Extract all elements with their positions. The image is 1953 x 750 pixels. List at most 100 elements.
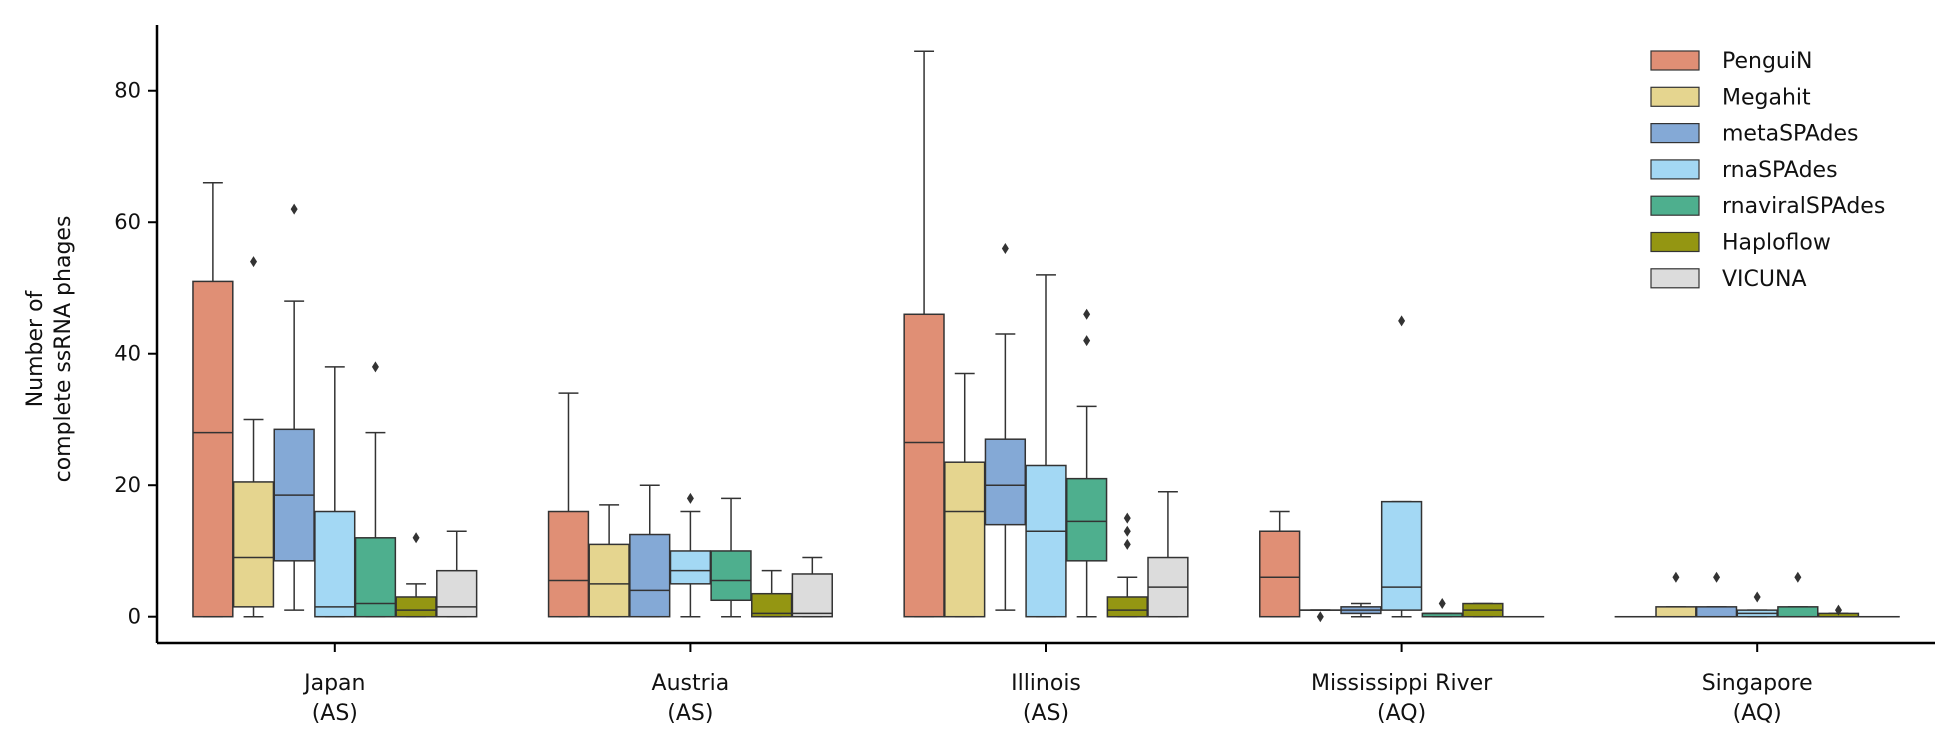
y-tick-label: 0	[128, 605, 141, 629]
box-iqr	[1655, 606, 1697, 618]
outlier-point	[1672, 571, 1680, 583]
box-rnaviralSPAdes-1	[710, 497, 752, 618]
x-tick-sublabel: (AQ)	[1733, 701, 1782, 726]
legend-item: Haploflow	[1650, 231, 1831, 256]
box-iqr	[791, 573, 833, 618]
box-iqr	[588, 543, 630, 618]
legend-item: metaSPAdes	[1650, 122, 1859, 147]
box-iqr	[1380, 500, 1423, 611]
legend-swatch	[1650, 268, 1700, 289]
box-iqr	[751, 592, 793, 618]
box-Megahit-2	[944, 372, 986, 618]
box-rnaviralSPAdes-0	[354, 361, 397, 618]
outlier-point	[250, 256, 258, 268]
outlier-point	[1753, 591, 1761, 603]
legend-label: PenguiN	[1722, 49, 1812, 74]
box-iqr	[984, 438, 1027, 526]
box-rnaSPAdes-0	[314, 366, 356, 618]
box-iqr	[629, 533, 671, 618]
legend-label: rnaviralSPAdes	[1722, 194, 1885, 219]
box-iqr	[1065, 477, 1108, 562]
box-iqr	[395, 596, 437, 618]
outlier-point	[1083, 308, 1091, 320]
y-axis-label-line: complete ssRNA phages	[51, 216, 76, 483]
x-tick-sublabel: (AS)	[312, 701, 358, 726]
legend-item: Megahit	[1650, 85, 1811, 110]
outlier-point	[1316, 611, 1324, 623]
box-Haploflow-2	[1106, 512, 1148, 618]
legend-swatch	[1650, 122, 1700, 144]
x-tick-label: Mississippi River	[1311, 671, 1493, 696]
x-tick-sublabel: (AS)	[667, 701, 713, 726]
box-VICUNA-0	[436, 530, 478, 618]
y-tick-label: 20	[114, 473, 141, 497]
legend: PenguiN Megahit metaSPAdes rnaSPAdes rnavira…	[1650, 49, 1885, 292]
box-rnaviralSPAdes-3	[1421, 598, 1463, 618]
box-metaSPAdes-3	[1340, 602, 1382, 618]
legend-label: VICUNA	[1722, 267, 1807, 292]
y-axis-label: Number of complete ssRNA phages	[23, 216, 76, 483]
box-rnaviralSPAdes-2	[1065, 308, 1108, 618]
box-rnaviralSPAdes-4	[1777, 571, 1819, 618]
legend-label: Haploflow	[1722, 231, 1831, 256]
box-iqr	[1695, 606, 1738, 618]
box-iqr	[232, 481, 275, 608]
outlier-point	[686, 492, 694, 504]
outlier-point	[371, 361, 379, 373]
box-metaSPAdes-2	[984, 243, 1027, 611]
box-Megahit-1	[588, 504, 630, 618]
legend-item: rnaviralSPAdes	[1650, 194, 1885, 219]
box-rnaSPAdes-2	[1025, 274, 1067, 618]
legend-item: PenguiN	[1650, 49, 1812, 74]
x-tick-sublabel: (AQ)	[1377, 701, 1426, 726]
y-tick-label: 80	[114, 79, 141, 103]
box-PenguiN-0	[192, 182, 234, 618]
legend-label: Megahit	[1722, 85, 1811, 110]
x-tick-label: Singapore	[1702, 671, 1813, 696]
outlier-point	[290, 203, 298, 215]
box-Haploflow-0	[395, 532, 437, 618]
box-VICUNA-1	[791, 556, 833, 618]
box-rnaSPAdes-3	[1380, 315, 1423, 618]
box-iqr	[669, 550, 712, 585]
box-rnaSPAdes-4	[1736, 591, 1778, 618]
box-iqr	[192, 280, 234, 618]
outlier-point	[1123, 538, 1131, 550]
box-VICUNA-2	[1147, 491, 1189, 618]
legend-swatch	[1650, 195, 1700, 216]
outlier-point	[1083, 335, 1091, 347]
y-tick-label: 60	[114, 210, 141, 234]
box-iqr	[944, 461, 986, 618]
box-PenguiN-3	[1259, 510, 1301, 618]
legend-label: metaSPAdes	[1722, 122, 1859, 147]
legend-swatch	[1650, 231, 1700, 253]
box-iqr	[710, 550, 752, 602]
outlier-point	[1794, 571, 1802, 583]
box-metaSPAdes-1	[629, 484, 671, 618]
box-PenguiN-2	[903, 50, 945, 618]
box-iqr	[314, 510, 356, 618]
outlier-point	[1834, 604, 1842, 616]
axes: 0 20 40 60 80 Japan (AS) Austria (AS) Illinois (AS…	[23, 25, 1935, 726]
outlier-point	[1123, 512, 1131, 524]
legend-label: rnaSPAdes	[1722, 158, 1838, 183]
box-iqr	[1259, 530, 1301, 618]
x-tick-label: Austria	[652, 671, 730, 696]
box-iqr	[1777, 606, 1819, 618]
box-iqr	[1106, 596, 1148, 618]
box-rnaSPAdes-1	[669, 492, 712, 618]
outlier-point	[1001, 243, 1009, 255]
box-iqr	[354, 537, 397, 618]
box-Megahit-4	[1655, 571, 1697, 618]
y-axis-label-line: Number of	[23, 289, 48, 407]
x-tick-label: Illinois	[1011, 671, 1081, 696]
outlier-point	[1438, 598, 1446, 610]
box-iqr	[547, 510, 590, 618]
outlier-point	[1398, 315, 1406, 327]
box-Haploflow-3	[1462, 602, 1504, 618]
legend-swatch	[1650, 159, 1700, 180]
box-iqr	[1025, 464, 1067, 618]
box-metaSPAdes-4	[1695, 571, 1738, 618]
box-Megahit-3	[1299, 609, 1341, 623]
